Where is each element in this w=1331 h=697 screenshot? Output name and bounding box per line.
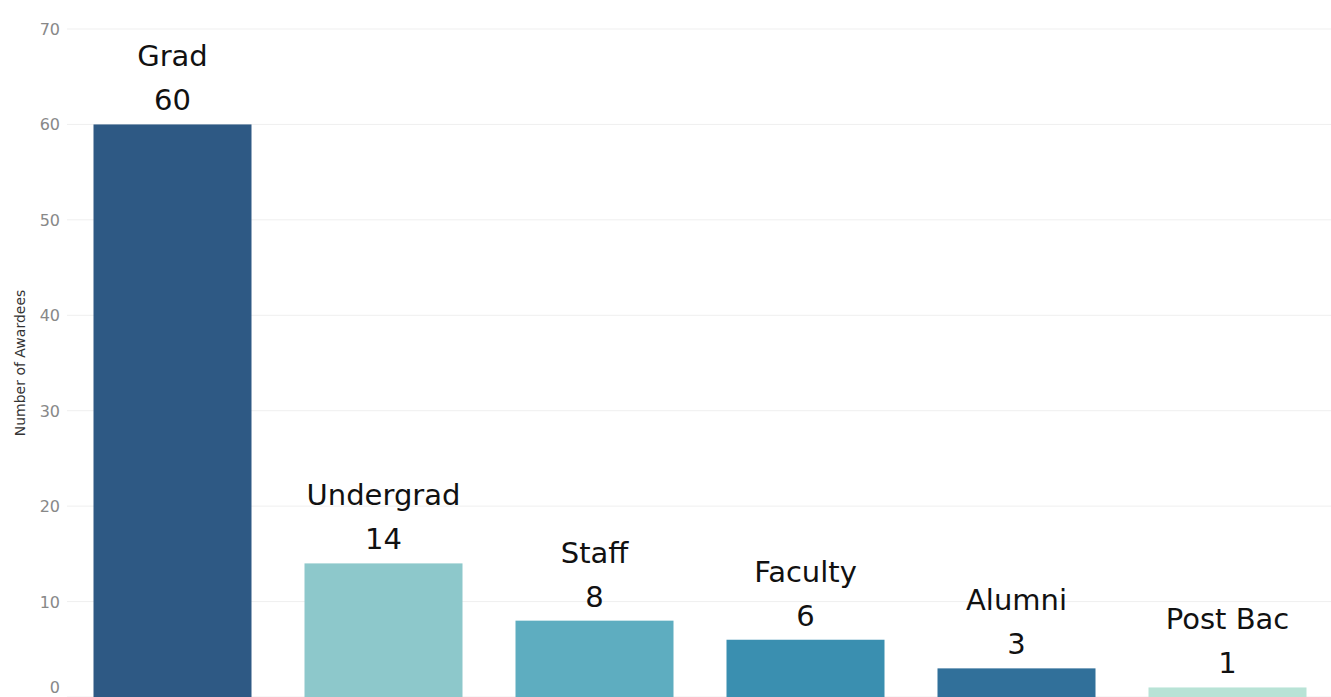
grid <box>67 29 1331 697</box>
category-label: Undergrad <box>307 478 461 512</box>
data-label: 60 <box>154 83 191 117</box>
grid-line <box>67 219 1331 220</box>
data-label: 3 <box>1007 627 1025 661</box>
bar <box>94 124 252 697</box>
y-tick-label: 70 <box>40 20 60 39</box>
bar <box>727 640 885 697</box>
grid-line <box>67 315 1331 316</box>
chart-container: 0 10 20 30 40 50 60 70 Number of Awardees Grad 60 U… <box>0 0 1331 697</box>
y-tick-label: 20 <box>40 497 60 516</box>
bars <box>94 124 1307 697</box>
data-label: 1 <box>1218 646 1236 680</box>
y-tick-label: 10 <box>40 593 60 612</box>
bar <box>1149 687 1307 697</box>
grid-line <box>67 601 1331 602</box>
y-axis-title: Number of Awardees <box>12 290 28 437</box>
category-label: Staff <box>561 536 630 570</box>
grid-line <box>67 410 1331 411</box>
bar <box>516 621 674 697</box>
data-labels: Grad 60 Undergrad 14 Staff 8 Faculty 6 Alumni 3 Po… <box>137 39 1289 680</box>
data-label: 14 <box>365 522 402 556</box>
category-label: Alumni <box>966 583 1067 617</box>
grid-line <box>67 124 1331 125</box>
grid-line <box>67 506 1331 507</box>
y-tick-label: 30 <box>40 402 60 421</box>
data-label: 8 <box>585 580 603 614</box>
category-label: Post Bac <box>1166 602 1290 636</box>
data-label: 6 <box>796 599 814 633</box>
chart-svg: 0 10 20 30 40 50 60 70 Number of Awardees Grad 60 U… <box>0 0 1331 697</box>
y-tick-label: 50 <box>40 211 60 230</box>
grid-line <box>67 29 1331 30</box>
y-tick-label: 60 <box>40 115 60 134</box>
category-label: Grad <box>137 39 208 73</box>
bar <box>305 563 463 697</box>
y-tick-label: 40 <box>40 306 60 325</box>
bar <box>938 668 1096 697</box>
y-tick-label: 0 <box>50 678 60 697</box>
category-label: Faculty <box>754 555 857 589</box>
